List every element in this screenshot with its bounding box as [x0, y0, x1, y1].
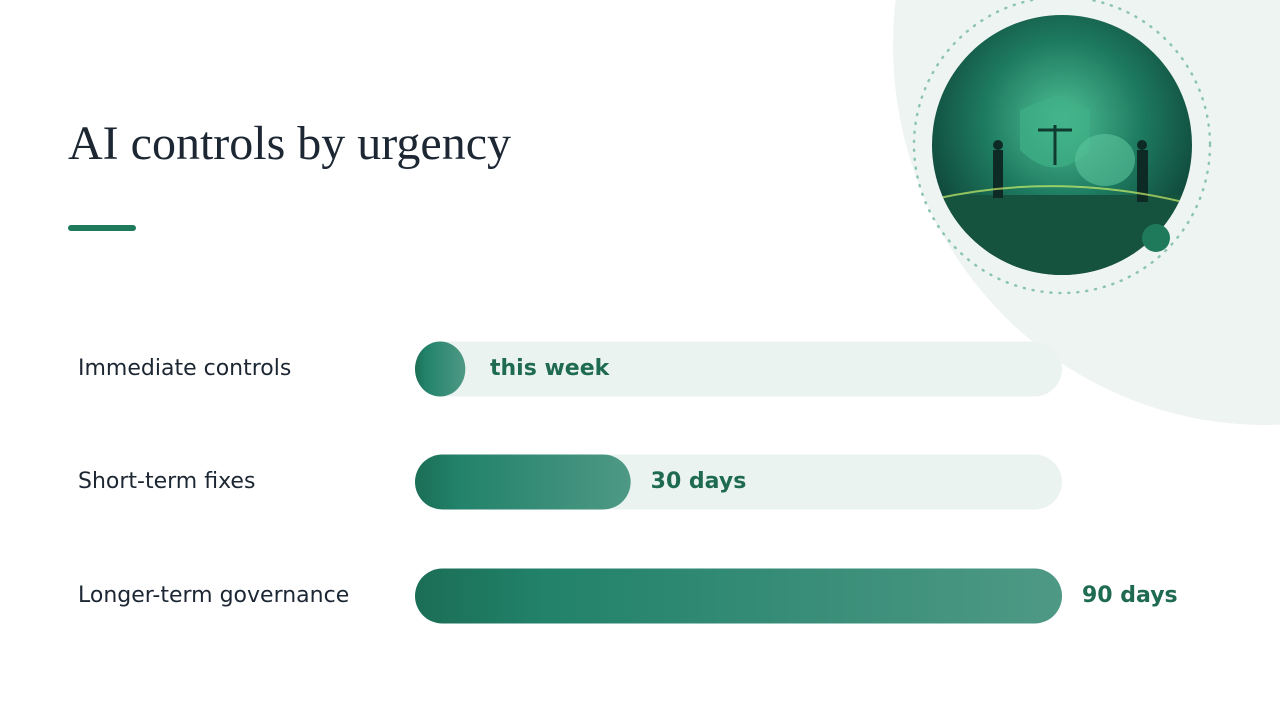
bar: [415, 454, 631, 510]
accent-dot: [1142, 224, 1170, 252]
dotted-ring: [912, 0, 1212, 295]
bar: [415, 341, 466, 397]
value-label: 30 days: [651, 469, 747, 494]
chart-title: AI controls by urgency: [68, 117, 511, 170]
category-label: Immediate controls: [78, 356, 291, 381]
value-label: this week: [490, 356, 611, 381]
bar: [415, 568, 1062, 624]
category-label: Longer-term governance: [78, 583, 349, 608]
title-underline: [68, 225, 136, 231]
value-label: 90 days: [1082, 583, 1178, 608]
bar-track: [415, 341, 1062, 397]
category-label: Short-term fixes: [78, 469, 255, 494]
